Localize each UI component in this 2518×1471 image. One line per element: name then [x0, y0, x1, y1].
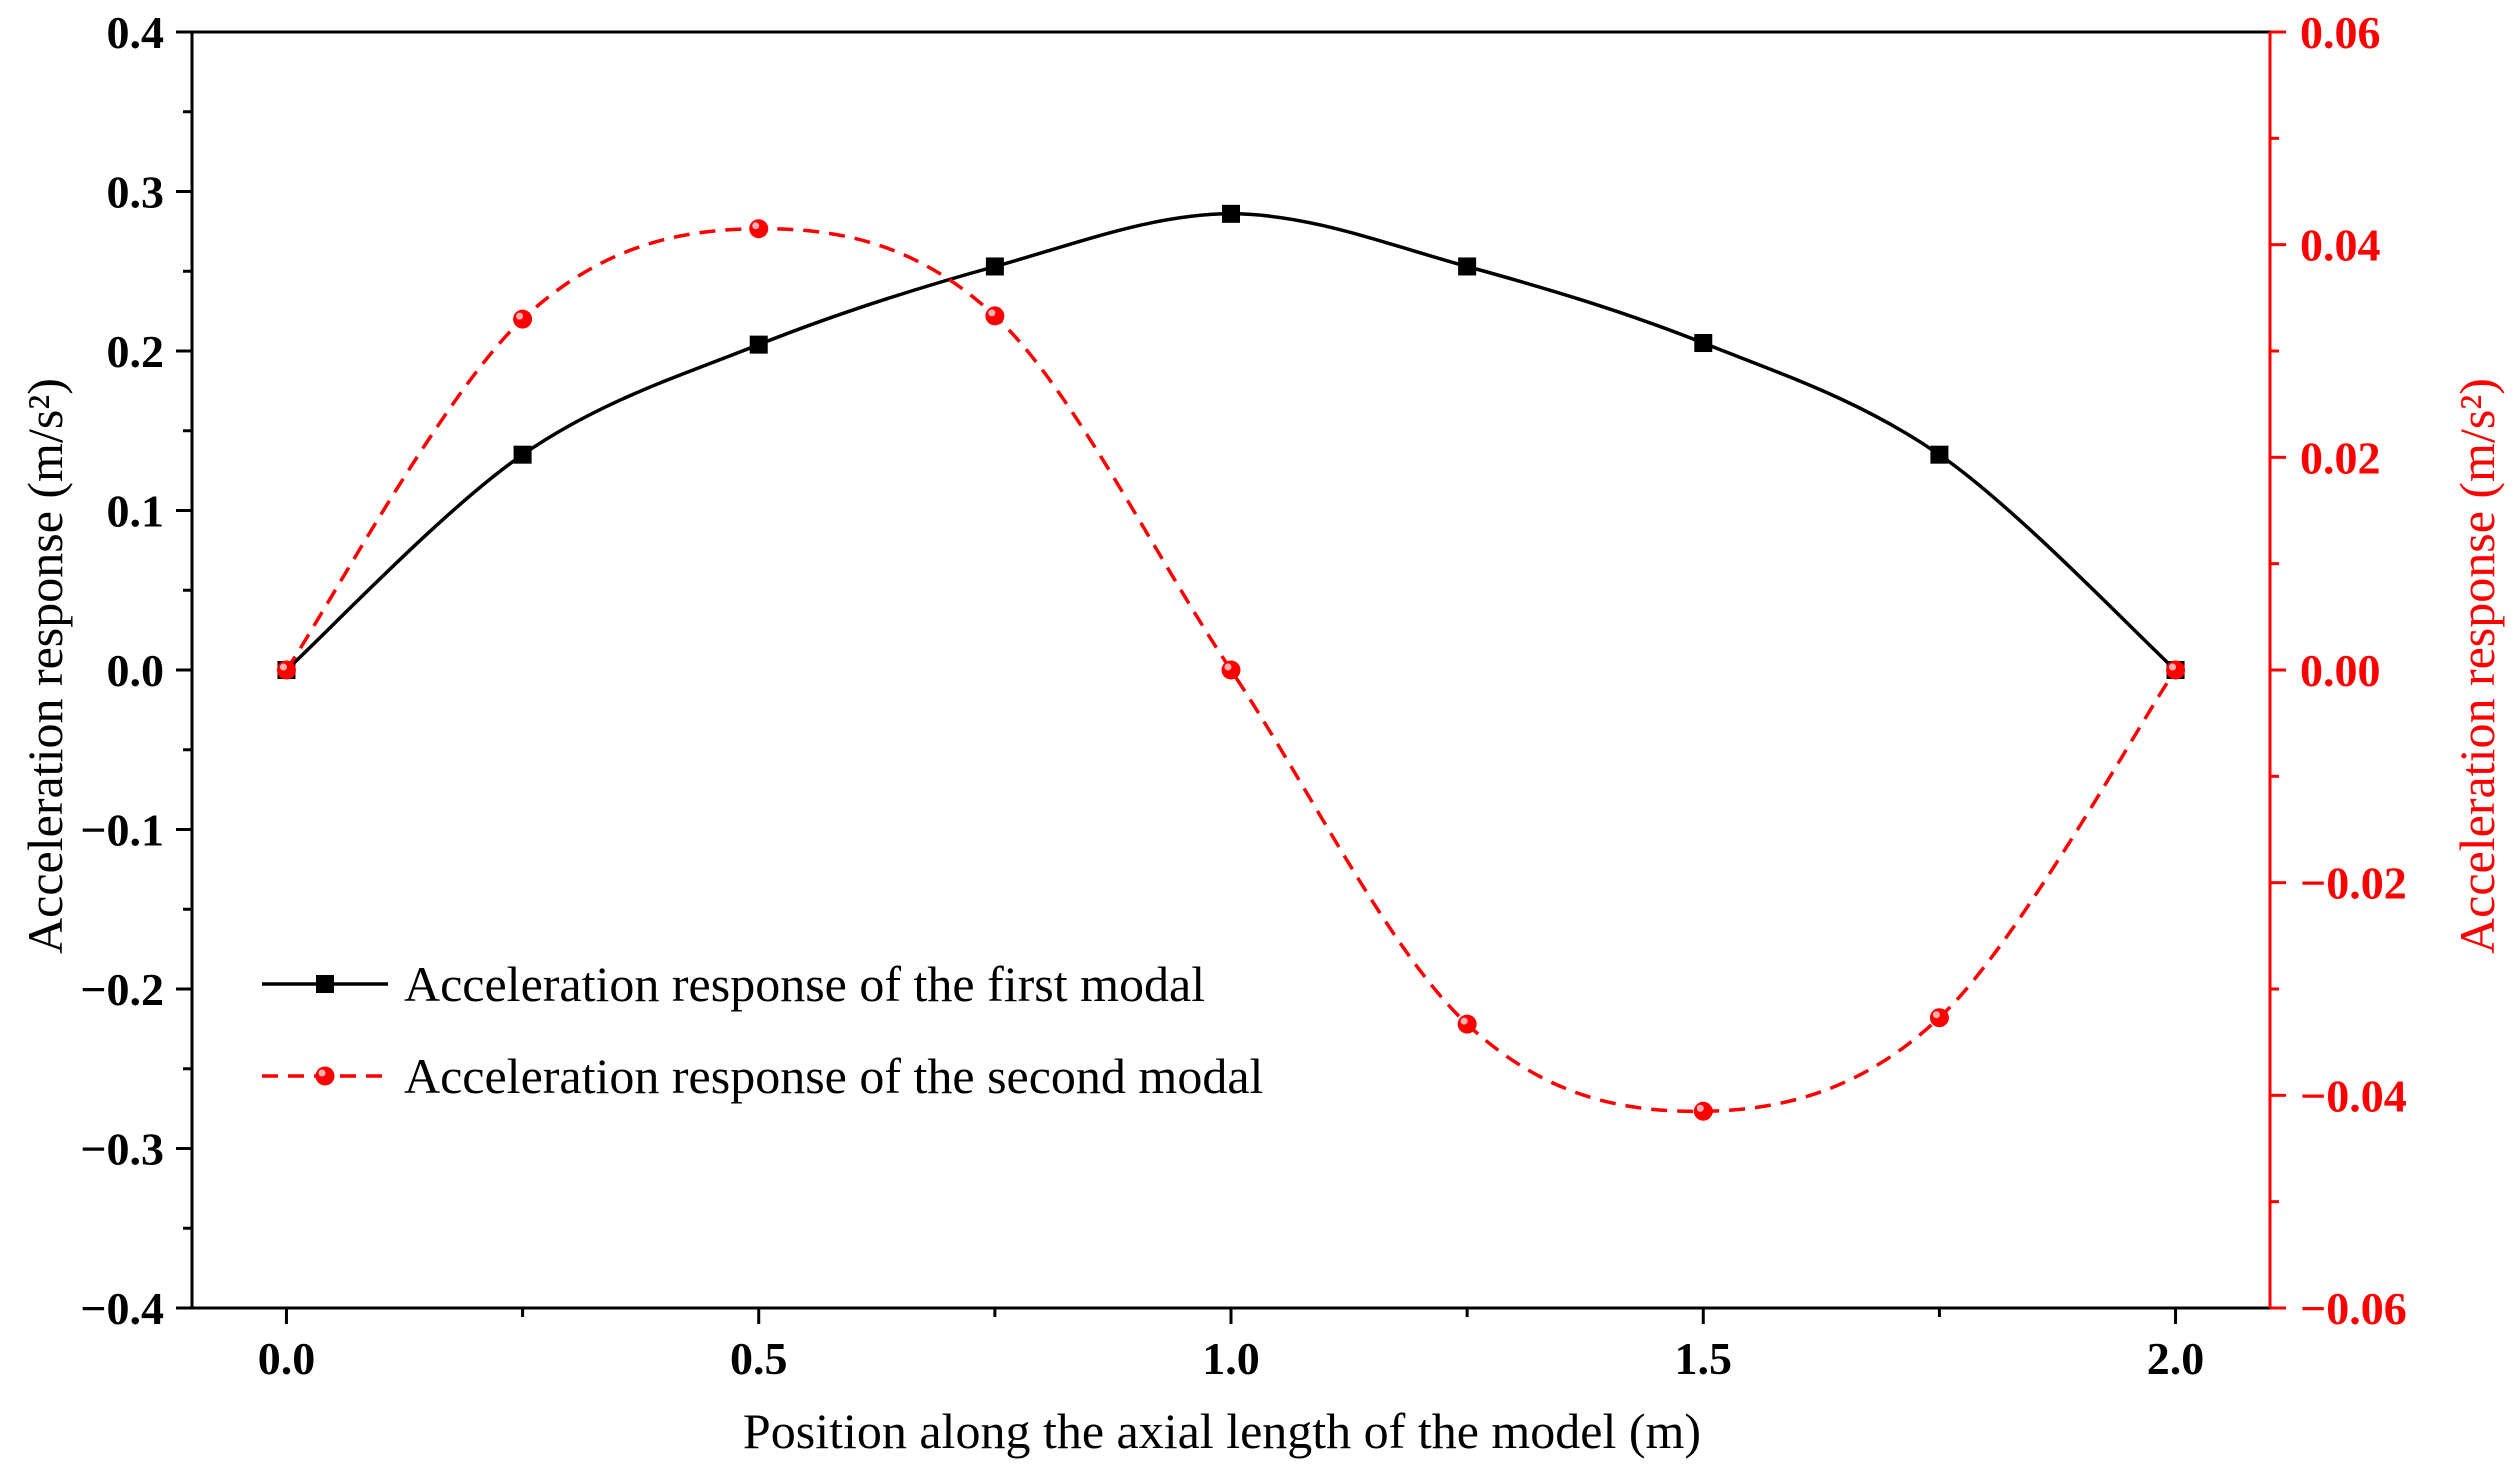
legend-marker-square	[316, 975, 334, 993]
legend-label: Acceleration response of the first modal	[404, 956, 1205, 1012]
data-point-square	[1930, 445, 1949, 464]
data-point-square	[1694, 334, 1713, 353]
legend-label: Acceleration response of the second moda…	[404, 1048, 1263, 1104]
y-left-tick-label: −0.2	[80, 964, 164, 1015]
data-point-square	[513, 445, 532, 464]
y-axis-title-right: Acceleration response (m/s²)	[2449, 378, 2505, 954]
x-tick-label: 0.5	[730, 1333, 788, 1384]
legend-item-2: Acceleration response of the second moda…	[262, 1048, 1263, 1104]
series-2	[276, 219, 2186, 1121]
data-point-circle	[1929, 1008, 1949, 1028]
y-left-tick-label: 0.3	[107, 167, 165, 218]
data-point-highlight	[1696, 1104, 1704, 1112]
legend-marker-highlight	[318, 1069, 326, 1077]
y-left-tick-label: 0.1	[107, 486, 165, 537]
series-1	[277, 204, 2185, 679]
y-right-tick-label: 0.02	[2300, 432, 2381, 483]
data-point-highlight	[752, 222, 760, 230]
x-axis-title: Position along the axial length of the m…	[743, 1403, 1701, 1459]
x-tick-label: 1.0	[1202, 1333, 1260, 1384]
legend: Acceleration response of the first modal…	[262, 956, 1263, 1104]
x-tick-label: 1.5	[1675, 1333, 1733, 1384]
data-point-circle	[985, 306, 1005, 326]
x-tick-label: 2.0	[2147, 1333, 2205, 1384]
data-point-highlight	[2169, 663, 2177, 671]
y-axis-title-left: Acceleration response (m/s²)	[17, 378, 73, 954]
data-point-circle	[749, 219, 769, 239]
data-point-highlight	[1224, 663, 1232, 671]
data-point-highlight	[516, 312, 524, 320]
data-point-circle	[276, 660, 296, 680]
series-layer	[276, 204, 2186, 1121]
y-left-tick-label: 0.0	[107, 645, 165, 696]
data-point-circle	[1221, 660, 1241, 680]
data-point-highlight	[1932, 1011, 1940, 1019]
data-point-highlight	[1460, 1017, 1468, 1025]
y-right-tick-label: −0.04	[2300, 1070, 2407, 1121]
data-point-square	[1458, 257, 1477, 276]
y-right-tick-label: −0.06	[2300, 1283, 2407, 1334]
y-left-tick-label: 0.4	[107, 7, 165, 58]
legend-item-1: Acceleration response of the first modal	[262, 956, 1205, 1012]
data-point-square	[1222, 204, 1240, 223]
y-right-tick-label: 0.04	[2300, 220, 2381, 271]
y-left-tick-label: −0.3	[80, 1124, 164, 1175]
y-left-tick-label: −0.4	[80, 1283, 164, 1334]
data-point-square	[749, 335, 768, 354]
axes: 0.0 0.5 1.0 1.5 2.0 0.4 0.3 0.2 0.1 0.0 −0.1 −0.2 −0…	[80, 7, 2406, 1384]
data-point-circle	[1457, 1014, 1477, 1034]
data-point-square	[985, 257, 1004, 276]
x-tick-label: 0.0	[258, 1333, 316, 1384]
data-point-circle	[513, 309, 533, 329]
data-point-highlight	[988, 309, 996, 317]
data-point-highlight	[279, 663, 287, 671]
y-left-tick-label: 0.2	[107, 326, 165, 377]
y-right-tick-label: −0.02	[2300, 858, 2407, 909]
y-right-tick-label: 0.00	[2300, 645, 2381, 696]
y-left-tick-label: −0.1	[80, 805, 164, 856]
legend-marker-circle	[315, 1066, 335, 1086]
y-right-tick-label: 0.06	[2300, 7, 2381, 58]
data-point-circle	[1693, 1101, 1713, 1121]
series-2-line	[285, 226, 2177, 1114]
data-point-circle	[2166, 660, 2186, 680]
